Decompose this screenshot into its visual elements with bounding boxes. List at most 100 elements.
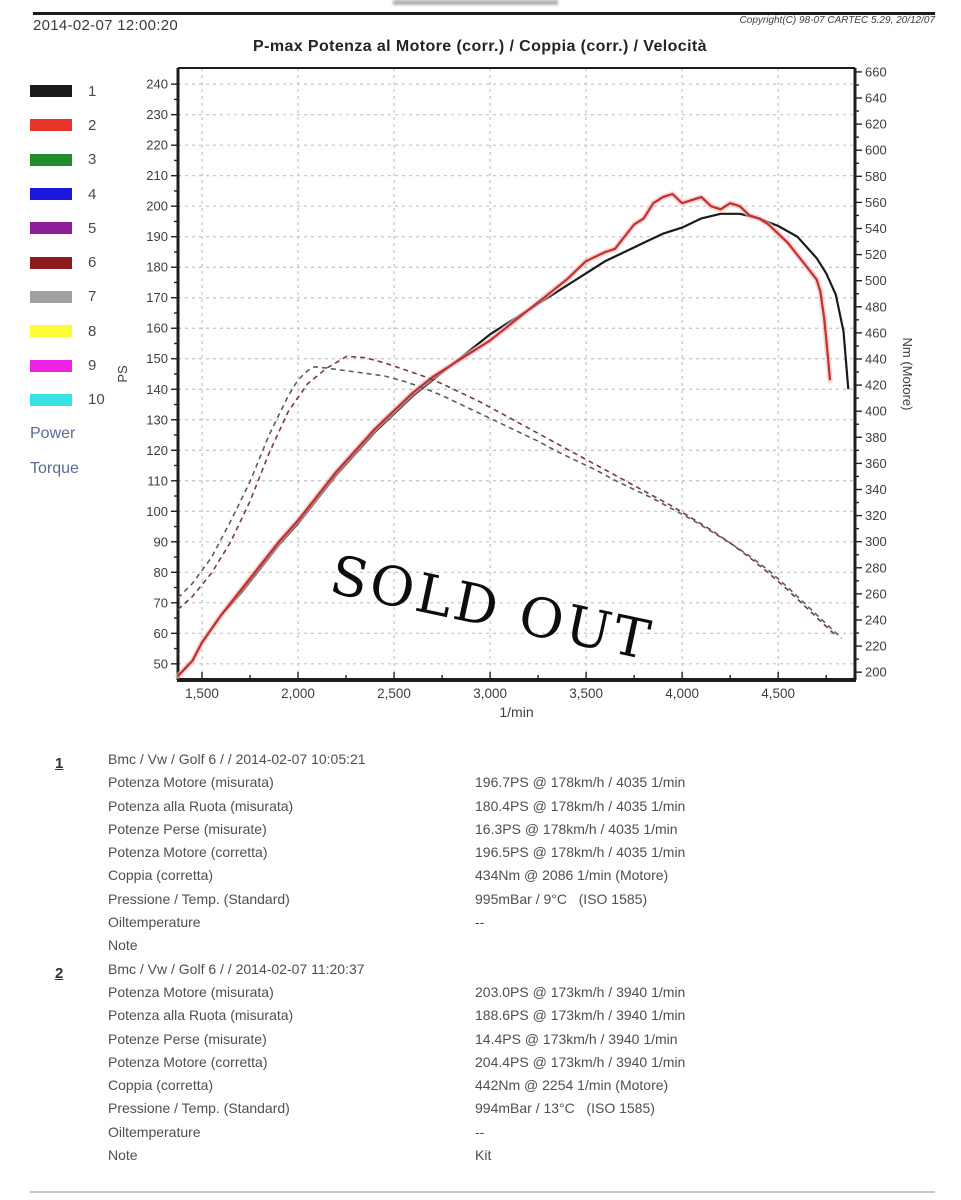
result-row: Note Kit <box>0 1144 961 1167</box>
result-value: 180.4PS @ 178km/h / 4035 1/min <box>475 797 686 814</box>
result-row: Oiltemperature -- <box>0 1121 961 1144</box>
y-right-tick-label: 200 <box>865 665 887 680</box>
result-value: 203.0PS @ 173km/h / 3940 1/min <box>475 983 686 1000</box>
y-right-tick-label: 340 <box>865 482 887 497</box>
legend-swatch-color <box>30 85 72 98</box>
legend-swatch-color <box>30 256 72 269</box>
y-left-tick-label: 70 <box>154 595 168 610</box>
result-label: Note <box>108 937 138 954</box>
y-left-tick-label: 170 <box>146 290 168 305</box>
chart-title: P-max Potenza al Motore (corr.) / Coppia… <box>253 38 707 55</box>
legend-entry-1: 1 <box>30 74 150 108</box>
y-right-tick-label: 620 <box>865 117 887 132</box>
legend-entry-number: 4 <box>88 185 97 203</box>
results-section: 1 Bmc / Vw / Golf 6 / / 2014-02-07 10:05:… <box>0 748 961 1167</box>
cropped-text-remnant <box>393 0 558 5</box>
x-tick-label: 2,500 <box>377 686 411 701</box>
legend-entry-number: 3 <box>88 151 97 169</box>
y-left-tick-label: 110 <box>147 473 168 488</box>
x-tick-label: 3,500 <box>569 686 603 701</box>
result-value: -- <box>475 914 485 931</box>
run-number: 2 <box>55 964 64 982</box>
legend-entry-number: 1 <box>88 82 97 100</box>
result-row: Coppia (corretta) 434Nm @ 2086 1/min (Mot… <box>0 864 961 887</box>
run-header: Bmc / Vw / Golf 6 / / 2014-02-07 10:05:2… <box>108 751 366 767</box>
y-left-tick-label: 120 <box>146 443 168 458</box>
legend-swatch-color <box>30 359 72 372</box>
result-label: Note <box>108 1147 138 1164</box>
legend-swatch-color <box>30 325 72 338</box>
y-left-tick-label: 180 <box>146 260 168 275</box>
y-right-tick-label: 220 <box>865 639 887 654</box>
y-left-tick-label: 100 <box>146 504 168 519</box>
copyright-notice: Copyright(C) 98-07 CARTEC 5.29, 20/12/07 <box>739 15 935 26</box>
legend-swatch-color <box>30 188 72 201</box>
y-right-tick-label: 440 <box>865 351 887 366</box>
report-timestamp: 2014-02-07 12:00:20 <box>33 17 178 34</box>
run-header: Bmc / Vw / Golf 6 / / 2014-02-07 11:20:3… <box>108 960 365 977</box>
result-value: 442Nm @ 2254 1/min (Motore) <box>475 1077 669 1094</box>
result-row: Pressione / Temp. (Standard) 995mBar / 9°… <box>0 888 961 911</box>
y-left-tick-label: 220 <box>146 138 168 153</box>
y-right-tick-label: 500 <box>865 273 887 288</box>
y-right-tick-label: 660 <box>865 64 887 79</box>
y-left-tick-label: 90 <box>154 534 168 549</box>
dyno-chart: 50 60 70 80 90 100 110 120 130 140 150 160 170 180 190… <box>115 64 915 720</box>
y-left-tick-label: 200 <box>146 199 168 214</box>
y-right-tick-label: 260 <box>865 586 887 601</box>
legend-entry-4: 4 <box>30 177 150 211</box>
y-left-tick-label: 130 <box>146 412 168 427</box>
y-left-axis-title: PS <box>115 365 130 383</box>
legend-entry-number: 2 <box>88 116 97 134</box>
legend-entry-3: 3 <box>30 143 150 177</box>
y-right-tick-label: 400 <box>865 404 887 419</box>
run-block-2: 2 Bmc / Vw / Golf 6 / / 2014-02-07 11:20:… <box>0 958 961 1168</box>
power-run-2-curve <box>177 192 832 677</box>
result-label: Oiltemperature <box>108 1123 201 1140</box>
result-label: Pressione / Temp. (Standard) <box>108 890 290 907</box>
result-value: 196.7PS @ 178km/h / 4035 1/min <box>475 774 686 791</box>
result-row: Note <box>0 934 961 957</box>
y-right-tick-label: 420 <box>865 378 887 393</box>
header-rule <box>33 12 935 15</box>
result-value: 434Nm @ 2086 1/min (Motore) <box>475 867 669 884</box>
legend-entry-number: 5 <box>88 219 97 237</box>
result-value: Kit <box>475 1147 492 1164</box>
y-right-tick-label: 360 <box>865 456 887 471</box>
y-left-tick-label: 150 <box>146 351 168 366</box>
y-right-tick-label: 560 <box>865 195 887 210</box>
result-value: 16.3PS @ 178km/h / 4035 1/min <box>475 820 678 837</box>
x-tick-label: 4,500 <box>761 686 795 701</box>
legend-entry-number: 9 <box>88 357 97 375</box>
y-right-tick-label: 540 <box>865 221 887 236</box>
y-left-tick-label: 240 <box>146 77 168 92</box>
y-left-tick-label: 140 <box>146 382 168 397</box>
y-right-tick-label: 240 <box>865 612 887 627</box>
legend-swatch-color <box>30 393 72 406</box>
result-label: Potenze Perse (misurate) <box>108 820 267 837</box>
y-right-axis-title: Nm (Motore) <box>900 338 915 411</box>
curve-legend: 1 2 3 4 5 6 7 8 9 10 Power Torque <box>30 74 150 487</box>
result-value: 188.6PS @ 173km/h / 3940 1/min <box>475 1007 686 1024</box>
result-label: Potenza Motore (misurata) <box>108 983 274 1000</box>
result-label: Oiltemperature <box>108 914 201 931</box>
x-axis-title: 1/min <box>499 704 533 720</box>
power-label: Power <box>30 425 76 443</box>
result-label: Potenza Motore (misurata) <box>108 774 274 791</box>
y-right-tick-label: 520 <box>865 247 887 262</box>
legend-entry-5: 5 <box>30 211 150 245</box>
y-right-tick-label: 460 <box>865 325 887 340</box>
legend-entry-number: 6 <box>88 254 97 272</box>
legend-entry-number: 8 <box>88 322 97 340</box>
y-left-tick-label: 80 <box>154 565 168 580</box>
legend-swatch-color <box>30 153 72 166</box>
result-label: Potenza Motore (corretta) <box>108 844 268 861</box>
y-left-tick-label: 160 <box>146 321 168 336</box>
y-right-tick-label: 640 <box>865 91 887 106</box>
y-right-tick-label: 300 <box>865 534 887 549</box>
result-row: Coppia (corretta) 442Nm @ 2254 1/min (Mot… <box>0 1074 961 1097</box>
result-label: Coppia (corretta) <box>108 1077 214 1094</box>
legend-entry-2: 2 <box>30 108 150 142</box>
result-row: Pressione / Temp. (Standard) 994mBar / 13… <box>0 1097 961 1120</box>
